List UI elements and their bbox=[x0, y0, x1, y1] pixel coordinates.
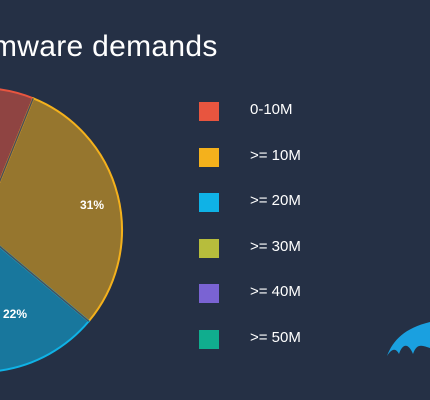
chart-title: mware demands bbox=[0, 30, 218, 63]
legend-label: >= 40M bbox=[250, 283, 301, 301]
legend-swatch bbox=[199, 284, 219, 304]
legend-swatch bbox=[199, 102, 219, 121]
legend-item: >= 50M bbox=[199, 328, 301, 374]
slice-divider bbox=[0, 245, 90, 322]
legend-swatch bbox=[199, 238, 219, 258]
legend-label: >= 10M bbox=[250, 146, 301, 164]
legend: 0-10M >= 10M >= 20M >= 30M >= 40M >= 50M bbox=[199, 100, 301, 374]
legend-label: 0-10M bbox=[250, 101, 293, 118]
legend-label: >= 20M bbox=[250, 192, 301, 210]
pie-slice bbox=[0, 97, 123, 323]
legend-label: >= 50M bbox=[250, 328, 301, 346]
legend-item: >= 20M bbox=[199, 191, 301, 237]
legend-item: >= 10M bbox=[199, 146, 301, 192]
shark-fin-logo-icon bbox=[387, 322, 430, 356]
legend-item: >= 40M bbox=[199, 282, 301, 328]
legend-item: 0-10M bbox=[199, 100, 293, 146]
legend-swatch bbox=[199, 329, 219, 349]
legend-label: >= 30M bbox=[250, 237, 301, 255]
slice-label: 22% bbox=[3, 307, 27, 321]
slice-label: 31% bbox=[80, 198, 104, 212]
slice-divider bbox=[0, 98, 34, 183]
legend-swatch bbox=[199, 147, 219, 167]
legend-swatch bbox=[199, 193, 219, 213]
pie-slice bbox=[0, 245, 91, 372]
legend-item: >= 30M bbox=[199, 237, 301, 283]
